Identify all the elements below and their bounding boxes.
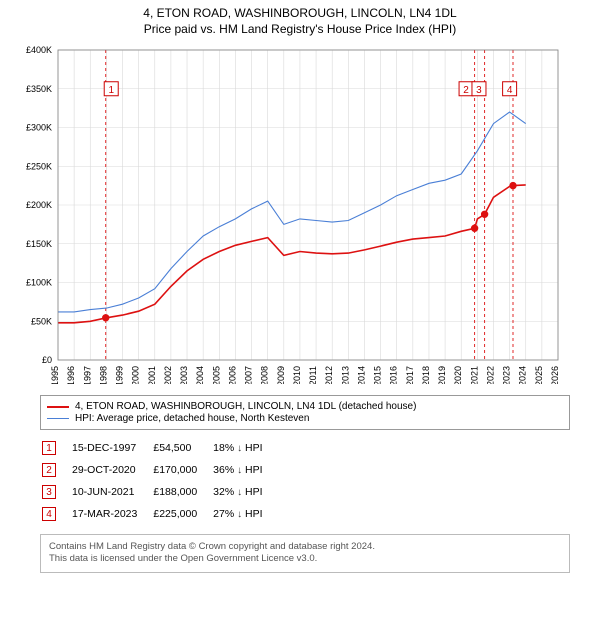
x-tick-label: 1999 [115,366,125,384]
y-tick-label: £150K [26,239,52,249]
chart-area: £0 £50K £100K £150K £200K £250K £300K £350K £400… [10,44,590,389]
marker-row: 2 29-OCT-2020£170,00036% ↓ HPI [42,460,277,480]
down-arrow-icon: ↓ [237,465,242,476]
y-tick-label: £350K [26,84,52,94]
legend: 4, ETON ROAD, WASHINBOROUGH, LINCOLN, LN… [40,395,570,430]
x-tick-label: 2023 [502,366,512,384]
x-tick-label: 2014 [356,366,366,384]
x-tick-label: 2005 [211,366,221,384]
x-tick-label: 2011 [308,366,318,384]
marker-row: 3 10-JUN-2021£188,00032% ↓ HPI [42,482,277,502]
x-tick-label: 2008 [260,366,270,384]
x-tick-label: 2016 [389,366,399,384]
marker-price: £188,000 [153,482,211,502]
marker-pct: 36% ↓ HPI [213,460,276,480]
y-tick-label: £250K [26,161,52,171]
footer-line-1: Contains HM Land Registry data © Crown c… [49,541,561,553]
legend-swatch-property [47,406,69,408]
marker-point [481,211,487,217]
page-container: 4, ETON ROAD, WASHINBOROUGH, LINCOLN, LN… [0,0,600,620]
marker-date: 29-OCT-2020 [72,460,151,480]
x-tick-label: 2010 [292,366,302,384]
down-arrow-icon: ↓ [237,443,242,454]
x-tick-label: 2017 [405,366,415,384]
marker-date: 10-JUN-2021 [72,482,151,502]
marker-label-text: 3 [476,85,482,96]
y-tick-label: £0 [42,355,52,365]
marker-price: £170,000 [153,460,211,480]
marker-price: £54,500 [153,438,211,458]
marker-price: £225,000 [153,504,211,524]
x-tick-label: 2025 [534,366,544,384]
legend-label-hpi: HPI: Average price, detached house, Nort… [75,413,309,424]
x-tick-label: 2001 [147,366,157,384]
chart-title-block: 4, ETON ROAD, WASHINBOROUGH, LINCOLN, LN… [0,0,600,38]
x-tick-label: 2004 [195,366,205,384]
marker-label-text: 1 [108,85,114,96]
marker-badge: 2 [42,463,56,477]
x-tick-label: 1997 [82,366,92,384]
y-tick-label: £100K [26,278,52,288]
down-arrow-icon: ↓ [237,487,242,498]
footer-line-2: This data is licensed under the Open Gov… [49,553,561,565]
x-tick-label: 2012 [324,366,334,384]
y-tick-label: £400K [26,45,52,55]
x-tick-label: 1998 [98,366,108,384]
y-tick-label: £200K [26,200,52,210]
x-tick-label: 2003 [179,366,189,384]
y-tick-label: £50K [31,316,52,326]
marker-row: 4 17-MAR-2023£225,00027% ↓ HPI [42,504,277,524]
legend-item-hpi: HPI: Average price, detached house, Nort… [47,413,563,424]
title-line-1: 4, ETON ROAD, WASHINBOROUGH, LINCOLN, LN… [0,6,600,20]
x-tick-label: 2021 [469,366,479,384]
marker-pct: 27% ↓ HPI [213,504,276,524]
x-tick-label: 2009 [276,366,286,384]
x-tick-label: 1996 [66,366,76,384]
markers-table: 1 15-DEC-1997£54,50018% ↓ HPI 2 29-OCT-2020… [40,436,279,526]
x-tick-label: 2019 [437,366,447,384]
marker-pct: 32% ↓ HPI [213,482,276,502]
title-line-2: Price paid vs. HM Land Registry's House … [0,22,600,36]
marker-point [103,315,109,321]
marker-pct: 18% ↓ HPI [213,438,276,458]
marker-row: 1 15-DEC-1997£54,50018% ↓ HPI [42,438,277,458]
footer: Contains HM Land Registry data © Crown c… [40,534,570,573]
marker-label-text: 4 [507,85,513,96]
x-tick-label: 2022 [485,366,495,384]
price-chart: £0 £50K £100K £150K £200K £250K £300K £350K £400… [10,44,570,384]
marker-point [471,225,477,231]
legend-item-property: 4, ETON ROAD, WASHINBOROUGH, LINCOLN, LN… [47,401,563,412]
marker-date: 15-DEC-1997 [72,438,151,458]
x-tick-label: 2007 [244,366,254,384]
y-tick-label: £300K [26,123,52,133]
down-arrow-icon: ↓ [237,509,242,520]
marker-badge: 4 [42,507,56,521]
x-tick-label: 1995 [50,366,60,384]
x-tick-label: 2000 [131,366,141,384]
x-tick-label: 2024 [518,366,528,384]
marker-label-text: 2 [463,85,469,96]
legend-label-property: 4, ETON ROAD, WASHINBOROUGH, LINCOLN, LN… [75,401,416,412]
marker-point [510,182,516,188]
x-tick-label: 2018 [421,366,431,384]
x-tick-label: 2006 [227,366,237,384]
x-tick-label: 2013 [340,366,350,384]
x-tick-label: 2026 [550,366,560,384]
x-tick-label: 2015 [373,366,383,384]
marker-badge: 1 [42,441,56,455]
x-tick-label: 2020 [453,366,463,384]
marker-date: 17-MAR-2023 [72,504,151,524]
legend-swatch-hpi [47,418,69,419]
x-tick-label: 2002 [163,366,173,384]
marker-badge: 3 [42,485,56,499]
